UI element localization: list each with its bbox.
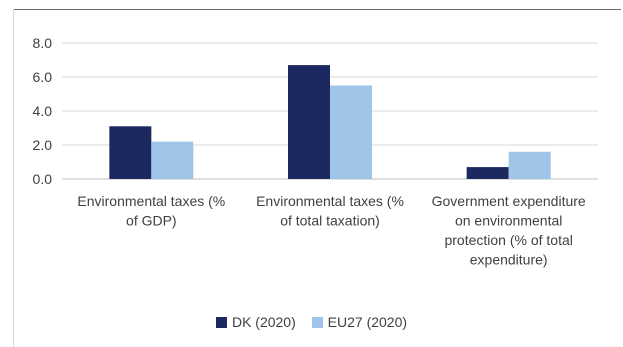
y-tick-label: 2.0	[33, 137, 53, 153]
frame-top-border	[13, 9, 621, 10]
legend-swatch-eu27	[311, 316, 323, 328]
bar-dk-1	[288, 65, 330, 179]
x-category-label-line: Environmental taxes (%	[256, 193, 404, 209]
bar-chart: 0.0 2.0 4.0 6.0 8.0 Environmental taxes (% of…	[33, 35, 598, 268]
x-category-label-line: of GDP)	[126, 213, 177, 229]
legend-label-eu27: EU27 (2020)	[327, 314, 408, 330]
legend-swatch-dk	[215, 316, 227, 328]
bar-eu27-2	[508, 151, 551, 179]
x-category-label-line: Environmental taxes (%	[77, 193, 225, 209]
x-category-label-line: protection (% of total	[444, 232, 572, 248]
legend-label-dk: DK (2020)	[231, 314, 296, 330]
bar-eu27-0	[151, 141, 194, 179]
legend-item-eu27: EU27 (2020)	[311, 314, 408, 330]
y-axis: 0.0 2.0 4.0 6.0 8.0	[33, 35, 53, 187]
x-category-label-0: Environmental taxes (% of GDP)	[77, 193, 225, 229]
legend: DK (2020) EU27 (2020)	[0, 314, 623, 331]
frame-left-border	[13, 9, 14, 347]
y-tick-label: 8.0	[33, 35, 53, 51]
x-category-label-line: of total taxation)	[280, 213, 380, 229]
legend-item-dk: DK (2020)	[215, 314, 296, 330]
x-axis: Environmental taxes (% of GDP)Environment…	[77, 193, 586, 268]
x-category-label-line: expenditure)	[470, 252, 548, 268]
x-category-label-1: Environmental taxes (% of total taxation)	[256, 193, 404, 229]
x-category-label-line: Government expenditure	[432, 193, 586, 209]
bar-dk-2	[466, 167, 509, 179]
y-tick-label: 6.0	[33, 69, 53, 85]
x-category-label-2: Government expenditure on environmental pr…	[432, 193, 586, 268]
y-tick-label: 4.0	[33, 103, 53, 119]
bars	[109, 65, 551, 179]
bar-eu27-1	[330, 85, 372, 179]
bar-dk-0	[109, 126, 152, 179]
y-tick-label: 0.0	[33, 171, 53, 187]
x-category-label-line: on environmental	[455, 213, 562, 229]
